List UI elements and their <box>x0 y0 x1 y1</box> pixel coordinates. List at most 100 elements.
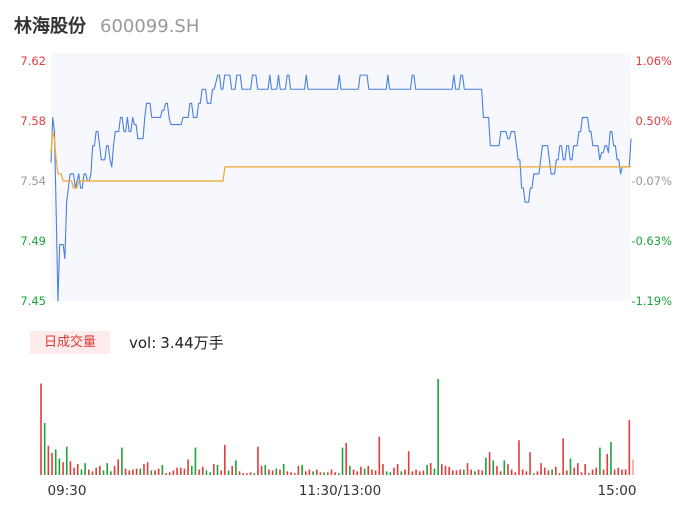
volume-bar <box>367 465 370 475</box>
header: 林海股份 600099.SH <box>14 12 199 40</box>
volume-bar <box>165 473 167 475</box>
y-right-tick-label: -0.07% <box>631 174 672 188</box>
volume-bar <box>521 469 524 475</box>
volume-bar <box>543 467 546 475</box>
volume-bar <box>429 463 432 475</box>
volume-bar <box>150 470 153 475</box>
volume-bar <box>257 446 259 475</box>
volume-bar <box>95 467 97 475</box>
volume-bar <box>161 464 164 475</box>
volume-bar <box>481 470 484 475</box>
volume-bar <box>407 451 410 475</box>
volume-bar <box>624 469 627 475</box>
volume-bar <box>393 467 395 475</box>
volume-bar <box>341 447 344 475</box>
volume-bar <box>190 465 193 475</box>
y-right-tick-label: 0.50% <box>635 114 672 128</box>
volume-bar <box>452 470 454 475</box>
volume-bar <box>235 460 237 475</box>
volume-bar <box>573 467 575 475</box>
volume-bar <box>580 472 583 475</box>
volume-bar <box>297 465 300 475</box>
volume-bar <box>588 473 590 475</box>
volume-bar <box>157 468 160 475</box>
volume-bar <box>323 472 325 475</box>
volume-bar <box>378 436 381 475</box>
price-axis-ticks: 7.62 7.58 7.54 7.49 7.45 1.06% 0.50% -0.07% -0.6… <box>20 54 672 308</box>
volume-bar <box>51 453 53 475</box>
volume-bar <box>216 464 219 475</box>
stock-name: 林海股份 <box>14 16 86 37</box>
volume-bar <box>268 469 270 475</box>
volume-bar <box>139 468 142 475</box>
volume-bar <box>525 471 528 475</box>
volume-bar <box>238 471 241 475</box>
volume-bar <box>187 459 189 475</box>
volume-bar <box>117 459 120 475</box>
volume-bar <box>518 440 520 475</box>
volume-bar <box>433 468 436 475</box>
volume-bar <box>382 464 384 475</box>
volume-bar <box>249 472 252 475</box>
time-axis-ticks: 09:30 11:30/13:00 15:00 <box>48 483 637 499</box>
volume-bar <box>88 469 90 475</box>
volume-bar <box>213 464 215 475</box>
volume-bar <box>338 473 340 475</box>
volume-bar <box>396 464 399 475</box>
volume-value: 3.44万手 <box>160 334 224 352</box>
time-tick-label: 09:30 <box>48 483 87 499</box>
volume-bar <box>224 444 226 475</box>
volume-bar <box>73 467 75 475</box>
volume-bar <box>271 470 274 475</box>
volume-bar <box>385 471 388 475</box>
volume-bar <box>194 447 197 475</box>
volume-bar <box>371 469 373 475</box>
volume-bar <box>260 465 263 475</box>
volume-bar <box>124 468 127 475</box>
y-left-tick-label: 7.49 <box>20 234 46 248</box>
volume-bar <box>415 469 417 475</box>
volume-bar <box>80 469 83 475</box>
y-right-tick-label: -0.63% <box>631 234 672 248</box>
volume-bar <box>143 464 145 475</box>
volume-bar <box>426 464 428 475</box>
volume-bar <box>319 472 322 475</box>
volume-bar <box>584 464 586 475</box>
volume-bar <box>485 457 487 475</box>
volume-bar <box>404 469 406 475</box>
volume-bar <box>356 471 359 475</box>
volume-bar <box>551 469 553 475</box>
y-left-tick-label: 7.58 <box>20 114 46 128</box>
volume-bar <box>246 473 248 475</box>
volume-bar <box>529 452 531 475</box>
average-price-line <box>50 130 631 189</box>
volume-bar <box>205 470 208 475</box>
volume-bar <box>617 467 620 475</box>
volume-bar <box>334 472 336 475</box>
volume-bar <box>510 469 513 475</box>
volume-bar <box>496 465 498 475</box>
volume-bar <box>47 445 50 475</box>
volume-bar <box>503 460 506 475</box>
volume-bar <box>488 452 491 475</box>
time-tick-label: 11:30/13:00 <box>299 483 381 499</box>
volume-bar <box>198 469 200 475</box>
volume-bar <box>84 463 86 475</box>
y-left-tick-label: 7.45 <box>20 294 46 308</box>
volume-bar <box>69 461 72 475</box>
volume-bar <box>282 464 285 475</box>
volume-bars <box>40 379 634 475</box>
volume-bar <box>58 458 61 475</box>
volume-bar <box>172 470 175 475</box>
volume-bar <box>168 472 171 475</box>
volume-bar <box>304 471 307 475</box>
volume-bar <box>595 467 598 475</box>
volume-bar <box>566 470 568 475</box>
volume-bar <box>279 469 281 475</box>
volume-bar <box>632 459 634 475</box>
volume-bar <box>411 471 414 475</box>
volume-bar <box>286 471 289 475</box>
volume-bar <box>76 464 79 475</box>
volume-bar <box>448 466 450 475</box>
volume-bar <box>315 469 318 475</box>
